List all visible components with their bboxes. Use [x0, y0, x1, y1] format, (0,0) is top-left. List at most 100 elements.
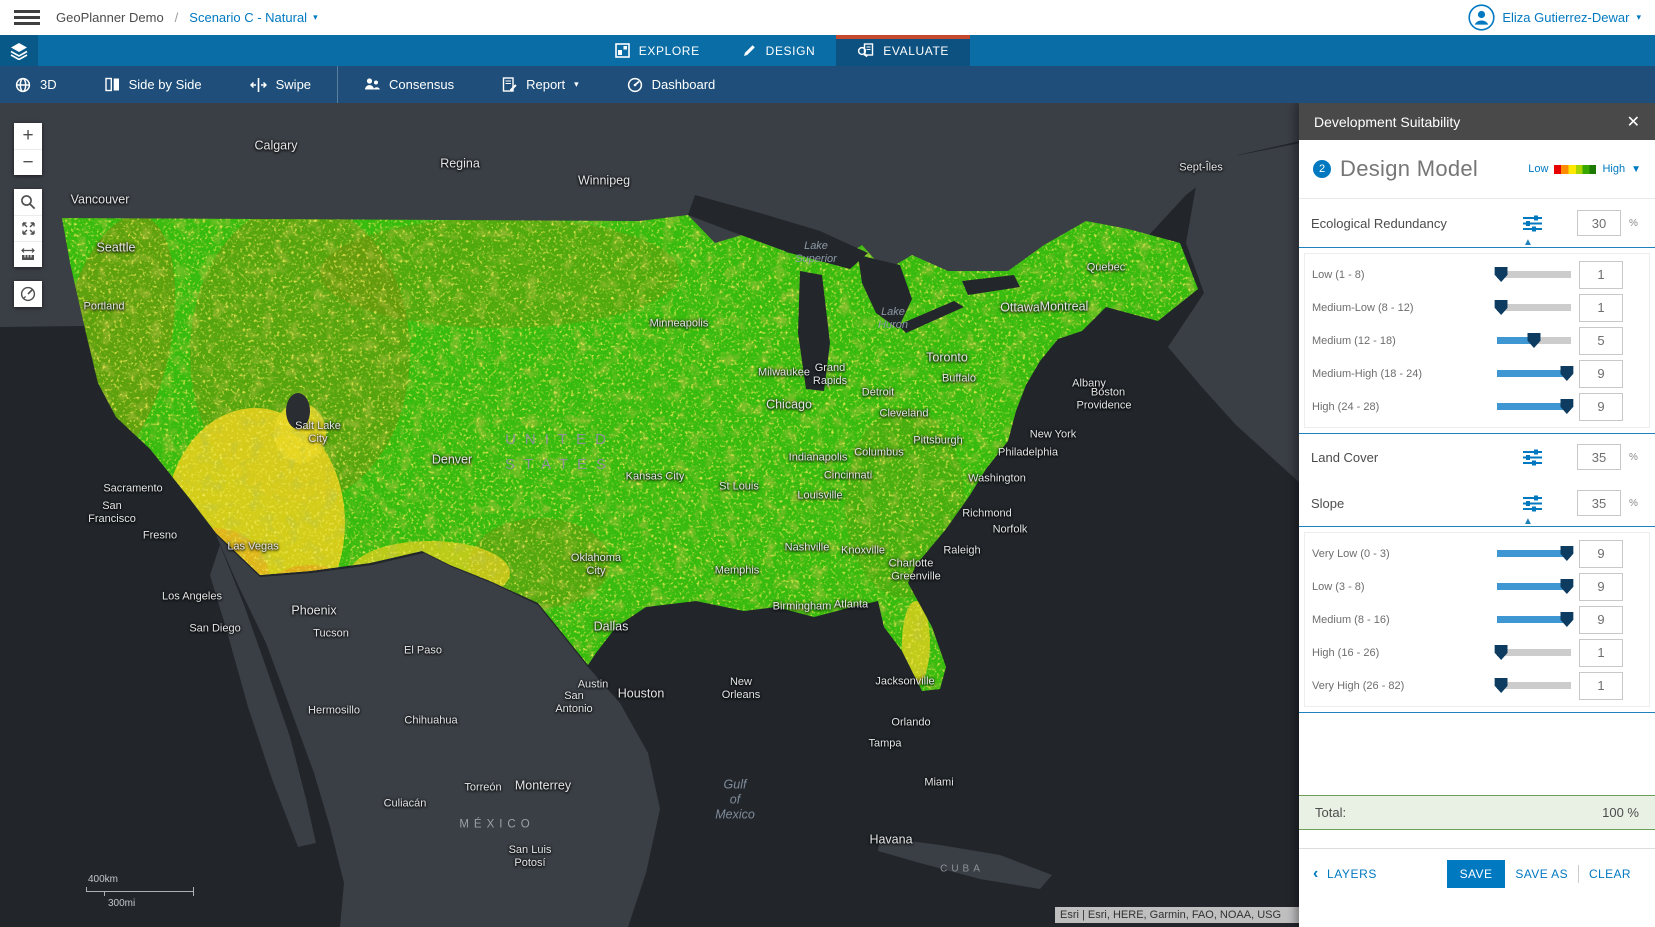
- total-label: Total:: [1315, 805, 1347, 820]
- search-button[interactable]: [14, 189, 42, 215]
- factor-name: Ecological Redundancy: [1311, 215, 1447, 231]
- reclass-slider[interactable]: [1494, 300, 1571, 315]
- user-menu[interactable]: Eliza Gutierrez-Dewar ▾: [1468, 4, 1641, 31]
- clear-button[interactable]: CLEAR: [1579, 860, 1641, 888]
- sliders-icon[interactable]: [1522, 215, 1542, 232]
- toolbar-side-by-side[interactable]: Side by Side: [81, 66, 226, 103]
- toolbar-consensus[interactable]: Consensus: [340, 66, 478, 103]
- map-canvas[interactable]: Vancouver Calgary Regina Winnipeg Sept-Îles S…: [0, 103, 1300, 927]
- factor-header: Ecological Redundancy%: [1299, 199, 1655, 247]
- explore-icon: [614, 43, 630, 58]
- toolbar-report[interactable]: Report ▾: [478, 66, 603, 103]
- full-extent-button[interactable]: [14, 215, 42, 241]
- compass-control: [14, 281, 42, 307]
- reclass-slider[interactable]: [1497, 333, 1571, 348]
- sliders-icon[interactable]: [1522, 449, 1542, 466]
- globe-3d-icon: [15, 77, 31, 92]
- compass-button[interactable]: [14, 281, 42, 307]
- slider-thumb[interactable]: [1560, 579, 1574, 594]
- slider-thumb[interactable]: [1560, 612, 1574, 627]
- reclass-slider[interactable]: [1497, 612, 1574, 627]
- slider-thumb[interactable]: [1560, 399, 1574, 414]
- slider-fill: [1497, 337, 1534, 344]
- development-suitability-panel: Development Suitability ✕ 2 Design Model…: [1299, 103, 1655, 927]
- reclass-slider[interactable]: [1494, 645, 1571, 660]
- reclass-value-input[interactable]: [1579, 539, 1623, 568]
- reclass-value-input[interactable]: [1579, 671, 1623, 700]
- slider-thumb[interactable]: [1560, 546, 1574, 561]
- reclass-value-input[interactable]: [1579, 392, 1623, 421]
- reclass-value-input[interactable]: [1579, 359, 1623, 388]
- swipe-icon: [249, 77, 267, 92]
- scenario-selector[interactable]: Scenario C - Natural ▾: [189, 10, 318, 25]
- people-icon: [365, 78, 380, 90]
- caret-down-icon: ▾: [1636, 12, 1641, 22]
- model-factors: Ecological Redundancy%▲Low (1 - 8)Medium…: [1299, 199, 1655, 713]
- reclass-slider[interactable]: [1497, 366, 1574, 381]
- reclass-value-input[interactable]: [1579, 293, 1623, 322]
- reclass-label: Medium (8 - 16): [1312, 613, 1390, 626]
- factor-weight-input[interactable]: [1577, 490, 1621, 516]
- reclass-slider[interactable]: [1497, 546, 1574, 561]
- layers-back-link[interactable]: ‹ LAYERS: [1313, 864, 1378, 882]
- reclass-label: Very High (26 - 82): [1312, 679, 1405, 692]
- legend-gradient: [1554, 164, 1597, 174]
- user-name: Eliza Gutierrez-Dewar: [1502, 10, 1630, 25]
- evaluate-icon: [858, 43, 874, 58]
- reclass-slider[interactable]: [1497, 399, 1574, 414]
- slider-thumb[interactable]: [1527, 333, 1541, 348]
- sliders-icon[interactable]: [1522, 495, 1542, 512]
- suitability-legend: Low High ▼: [1528, 163, 1641, 175]
- factor-divider: ▲: [1299, 517, 1655, 527]
- reclass-row: Medium-Low (8 - 12): [1305, 291, 1649, 324]
- search-icon: [21, 195, 36, 210]
- legend-high-label: High: [1602, 163, 1626, 175]
- tab-design[interactable]: DESIGN: [721, 35, 837, 66]
- zoom-out-button[interactable]: −: [14, 149, 42, 175]
- slider-thumb[interactable]: [1494, 300, 1508, 315]
- reclass-slider[interactable]: [1497, 579, 1574, 594]
- save-button[interactable]: SAVE: [1446, 859, 1506, 888]
- toolbar-dashboard[interactable]: Dashboard: [603, 66, 740, 103]
- factor-weight-input[interactable]: [1577, 444, 1621, 470]
- slider-thumb[interactable]: [1494, 678, 1508, 693]
- legend-caret-icon[interactable]: ▼: [1631, 163, 1641, 175]
- slider-thumb[interactable]: [1494, 645, 1508, 660]
- reclass-row: High (16 - 26): [1305, 636, 1649, 669]
- measure-button[interactable]: [14, 241, 42, 267]
- layers-icon: [10, 42, 28, 60]
- factor-weight-input[interactable]: [1577, 210, 1621, 236]
- panel-title: Development Suitability: [1314, 113, 1461, 130]
- tab-explore[interactable]: EXPLORE: [594, 35, 721, 66]
- reclass-value-input[interactable]: [1579, 638, 1623, 667]
- reclass-value-input[interactable]: [1579, 326, 1623, 355]
- hamburger-menu-icon[interactable]: [14, 10, 40, 25]
- toolbar-3d[interactable]: 3D: [0, 66, 81, 103]
- toolbar-swipe[interactable]: Swipe: [226, 66, 335, 103]
- avatar-icon: [1468, 4, 1495, 31]
- factor-divider: [1299, 433, 1655, 434]
- reclass-value-input[interactable]: [1579, 605, 1623, 634]
- reclass-row: Low (3 - 8): [1305, 570, 1649, 603]
- zoom-in-button[interactable]: +: [22, 125, 34, 146]
- scale-km-label: 400km: [88, 874, 119, 885]
- percent-sign: %: [1629, 451, 1638, 463]
- save-as-button[interactable]: SAVE AS: [1505, 860, 1578, 888]
- reclass-value-input[interactable]: [1579, 260, 1623, 289]
- slider-fill: [1497, 370, 1567, 377]
- slider-thumb[interactable]: [1494, 267, 1508, 282]
- reclass-slider[interactable]: [1494, 678, 1571, 693]
- reclass-label: High (24 - 28): [1312, 400, 1380, 413]
- reclass-row: Medium-High (18 - 24): [1305, 357, 1649, 390]
- slider-thumb[interactable]: [1560, 366, 1574, 381]
- total-row: Total: 100 %: [1299, 795, 1655, 830]
- close-icon[interactable]: ✕: [1626, 113, 1640, 131]
- reclass-slider[interactable]: [1494, 267, 1571, 282]
- tab-evaluate[interactable]: EVALUATE: [836, 35, 970, 66]
- layers-button[interactable]: [0, 35, 38, 66]
- reclass-value-input[interactable]: [1579, 572, 1623, 601]
- factor-header: Slope%: [1299, 480, 1655, 526]
- breadcrumb: GeoPlanner Demo / Scenario C - Natural ▾: [56, 10, 318, 25]
- footer-divider: [1577, 864, 1579, 883]
